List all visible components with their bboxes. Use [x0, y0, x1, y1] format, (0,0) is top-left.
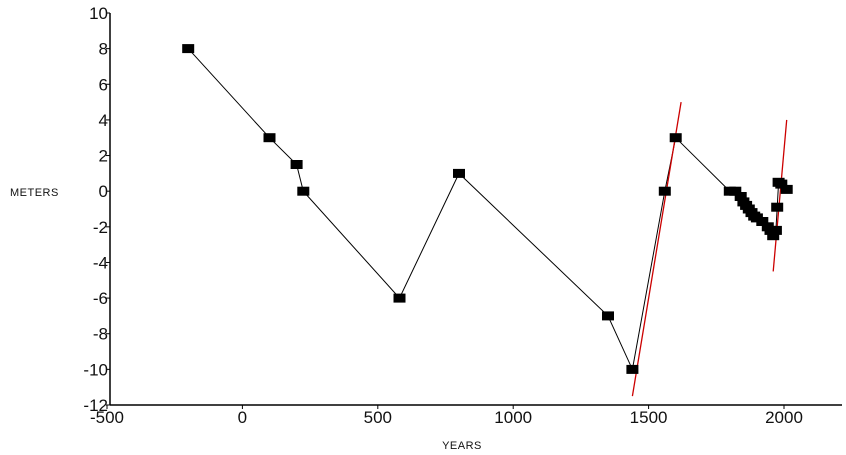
- y-axis-title: METERS: [10, 187, 59, 199]
- y-tick-label: 0: [99, 182, 108, 201]
- data-point: [669, 133, 682, 143]
- data-point: [775, 179, 788, 189]
- y-tick-label: -2: [93, 218, 108, 237]
- data-point: [769, 225, 782, 235]
- data-point: [756, 217, 769, 226]
- series-line: [187, 48, 788, 372]
- axes: [106, 12, 842, 409]
- y-tick-label: -8: [93, 325, 108, 344]
- x-tick-label: 0: [238, 408, 247, 427]
- y-tick-label: -12: [83, 396, 108, 415]
- y-tick-label: 8: [99, 40, 108, 59]
- data-point: [453, 168, 465, 178]
- data-point: [263, 133, 276, 143]
- data-point: [182, 44, 195, 54]
- data-point: [393, 293, 406, 303]
- x-tick-label: 1500: [630, 408, 668, 427]
- data-point: [780, 184, 793, 194]
- y-tick-label: 4: [99, 111, 108, 130]
- y-tick-label: 10: [89, 4, 108, 23]
- series-lines: [187, 48, 788, 372]
- y-tick-label: 6: [99, 75, 108, 94]
- x-tick-label: 1000: [494, 408, 532, 427]
- data-point: [297, 186, 310, 196]
- y-tick-label: 2: [99, 147, 108, 166]
- x-axis-title: YEARS: [442, 440, 482, 452]
- data-point: [626, 364, 639, 374]
- trend-line: [772, 119, 788, 272]
- y-tick-label: -4: [93, 253, 108, 272]
- data-point: [602, 311, 614, 321]
- trend-lines: [631, 101, 788, 397]
- y-tick-label: -10: [83, 360, 108, 379]
- trend-line: [631, 101, 682, 397]
- data-point: [771, 202, 784, 212]
- data-point: [729, 186, 742, 196]
- data-points: [182, 44, 793, 374]
- data-point: [290, 160, 303, 169]
- y-tick-label: -6: [93, 289, 108, 308]
- x-tick-label: 500: [364, 408, 392, 427]
- data-point: [767, 231, 780, 241]
- x-tick-label: 2000: [765, 408, 803, 427]
- data-point: [734, 192, 747, 201]
- tick-labels: -12 -10 -8 -6 -4 -2 0 2 4 6 8 10 -500 0 500 1000 1500 200…: [83, 4, 802, 427]
- data-point: [658, 186, 671, 196]
- x-tick-label: -500: [90, 408, 124, 427]
